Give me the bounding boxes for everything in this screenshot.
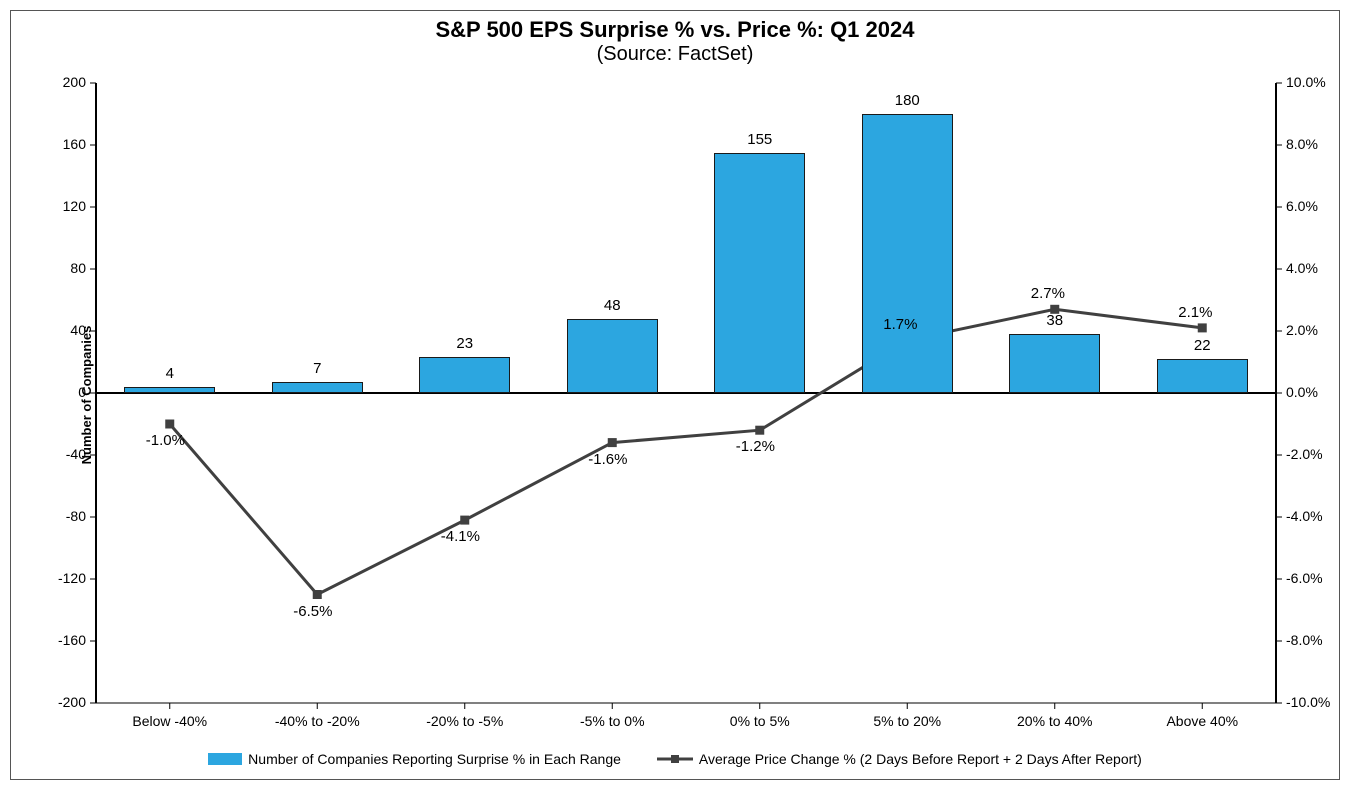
x-category-label: -5% to 0% — [580, 713, 645, 729]
line-marker — [608, 438, 617, 447]
bar-value-label: 23 — [456, 335, 473, 352]
y-left-tick-label: -200 — [41, 694, 86, 710]
plot-svg — [96, 83, 1276, 703]
y-left-tick-label: 40 — [41, 322, 86, 338]
legend-label: Number of Companies Reporting Surprise %… — [248, 751, 621, 767]
y-left-tick-label: 120 — [41, 198, 86, 214]
bar-value-label: 22 — [1194, 337, 1211, 354]
bar-value-label: 4 — [166, 365, 174, 382]
legend-label: Average Price Change % (2 Days Before Re… — [699, 751, 1142, 767]
bar-value-label: 38 — [1046, 312, 1063, 329]
legend-item-line: Average Price Change % (2 Days Before Re… — [657, 751, 1142, 767]
plot-area: -200-160-120-80-4004080120160200-10.0%-8… — [96, 83, 1276, 703]
y-left-tick-label: -160 — [41, 632, 86, 648]
y-right-tick-label: -6.0% — [1286, 570, 1323, 586]
bar-value-label: 48 — [604, 297, 621, 314]
bar — [419, 357, 510, 393]
y-left-tick-label: -120 — [41, 570, 86, 586]
x-category-label: Above 40% — [1166, 713, 1238, 729]
chart-frame: S&P 500 EPS Surprise % vs. Price %: Q1 2… — [10, 10, 1340, 780]
bar — [1157, 359, 1248, 393]
bar-value-label: 180 — [895, 92, 920, 109]
line-marker — [165, 420, 174, 429]
line-marker — [1198, 323, 1207, 332]
y-left-tick-label: -40 — [41, 446, 86, 462]
x-category-label: 20% to 40% — [1017, 713, 1093, 729]
y-right-tick-label: 0.0% — [1286, 384, 1318, 400]
line-value-label: 1.7% — [883, 316, 917, 333]
bar — [1009, 334, 1100, 393]
bar-value-label: 155 — [747, 131, 772, 148]
y-right-tick-label: -8.0% — [1286, 632, 1323, 648]
x-category-label: -40% to -20% — [275, 713, 360, 729]
legend-swatch-bar — [208, 753, 242, 765]
line-value-label: -1.0% — [146, 432, 185, 449]
y-right-tick-label: 2.0% — [1286, 322, 1318, 338]
y-right-tick-label: -10.0% — [1286, 694, 1330, 710]
y-left-tick-label: 80 — [41, 260, 86, 276]
x-category-label: 5% to 20% — [873, 713, 941, 729]
y-left-tick-label: 200 — [41, 74, 86, 90]
line-value-label: 2.7% — [1031, 285, 1065, 302]
chart-subtitle: (Source: FactSet) — [11, 43, 1339, 66]
line-value-label: 2.1% — [1178, 304, 1212, 321]
chart-title: S&P 500 EPS Surprise % vs. Price %: Q1 2… — [11, 17, 1339, 43]
line-value-label: -1.2% — [736, 438, 775, 455]
legend-swatch-line — [657, 753, 693, 765]
bar — [124, 387, 215, 393]
bar-value-label: 7 — [313, 360, 321, 377]
x-category-label: 0% to 5% — [730, 713, 790, 729]
legend: Number of Companies Reporting Surprise %… — [11, 751, 1339, 768]
bar — [567, 319, 658, 393]
line-value-label: -6.5% — [293, 603, 332, 620]
line-marker — [755, 426, 764, 435]
x-category-label: -20% to -5% — [426, 713, 503, 729]
line-marker — [460, 516, 469, 525]
y-right-tick-label: -4.0% — [1286, 508, 1323, 524]
line-value-label: -1.6% — [588, 451, 627, 468]
bar — [862, 114, 953, 393]
legend-item-bars: Number of Companies Reporting Surprise %… — [208, 751, 621, 767]
y-right-tick-label: 10.0% — [1286, 74, 1326, 90]
y-left-tick-label: 160 — [41, 136, 86, 152]
y-right-tick-label: 4.0% — [1286, 260, 1318, 276]
line-marker — [313, 590, 322, 599]
line-value-label: -4.1% — [441, 528, 480, 545]
y-right-tick-label: 6.0% — [1286, 198, 1318, 214]
bar — [272, 382, 363, 393]
y-left-tick-label: -80 — [41, 508, 86, 524]
bar — [714, 153, 805, 393]
y-left-tick-label: 0 — [41, 384, 86, 400]
x-category-label: Below -40% — [132, 713, 207, 729]
y-right-tick-label: 8.0% — [1286, 136, 1318, 152]
y-right-tick-label: -2.0% — [1286, 446, 1323, 462]
